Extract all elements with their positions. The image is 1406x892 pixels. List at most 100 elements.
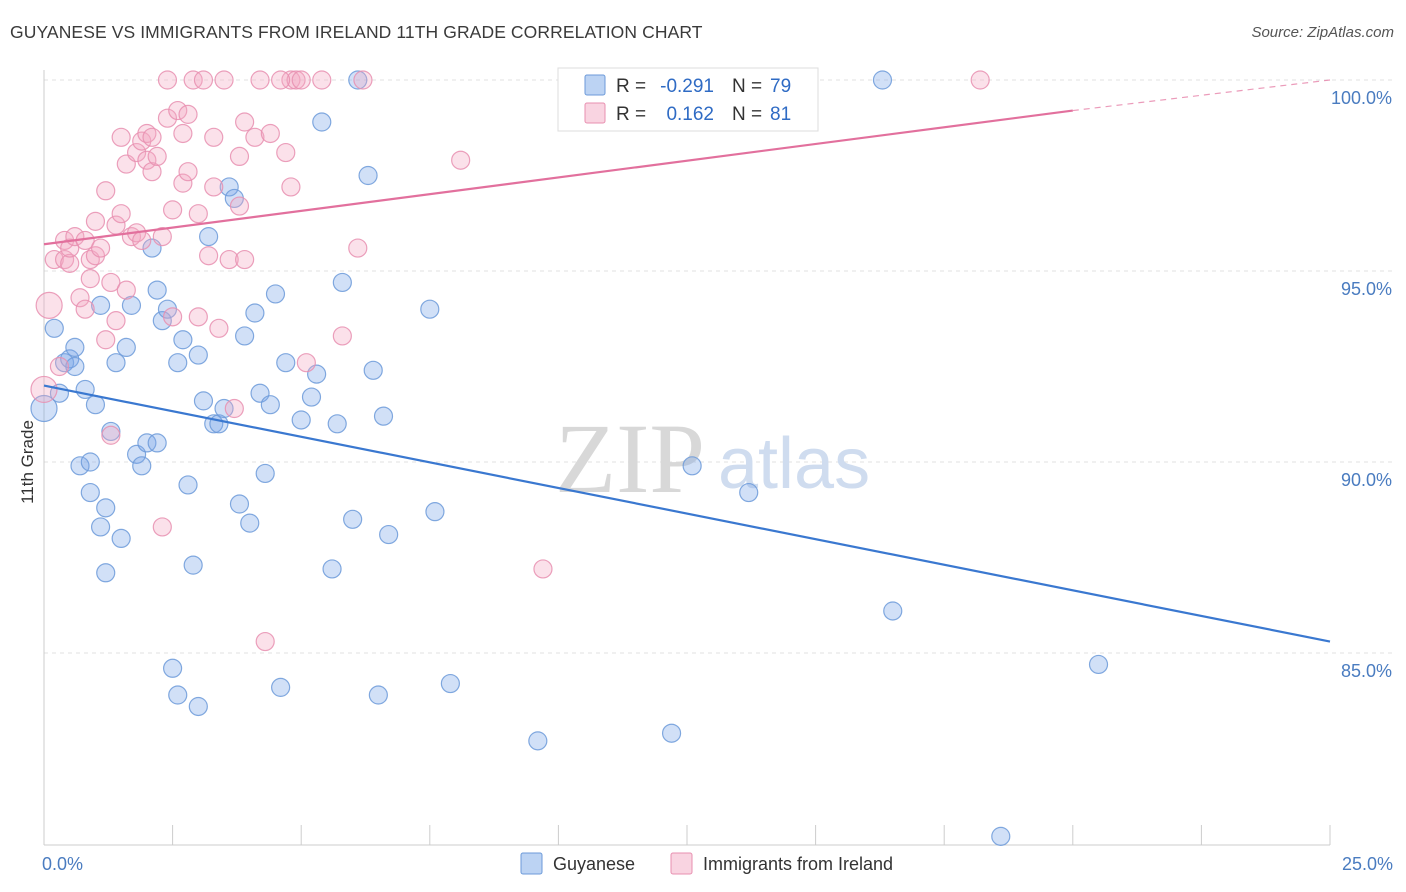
- guyanese-point-75: [872, 70, 893, 90]
- ireland-point-37: [152, 227, 172, 247]
- guyanese-point-53: [276, 353, 296, 373]
- ireland-point-7: [60, 238, 80, 258]
- guyanese-point-62: [348, 70, 368, 90]
- ireland-point-66: [260, 123, 280, 144]
- ireland-point-58: [224, 398, 244, 419]
- ireland-point-45: [173, 173, 193, 193]
- ireland-point-80: [271, 70, 291, 90]
- guyanese-point-60: [332, 272, 352, 293]
- ireland-trend-extension: [1072, 79, 1331, 112]
- guyanese-point-3: [54, 353, 75, 373]
- legend-n-label-ireland: N =: [732, 104, 762, 125]
- guyanese-point-13: [90, 295, 111, 315]
- ireland-point-63: [245, 127, 265, 147]
- trend-lines: [43, 79, 1331, 643]
- guyanese-point-51: [265, 284, 286, 304]
- ireland-point-26: [116, 280, 136, 300]
- ireland-point-17: [96, 330, 116, 350]
- guyanese-point-63: [358, 165, 378, 186]
- guyanese-point-69: [425, 502, 445, 522]
- guyanese-point-11: [85, 395, 106, 415]
- guyanese-point-49: [255, 463, 275, 484]
- ireland-point-65: [255, 631, 275, 652]
- ireland-point-77: [451, 150, 471, 170]
- guyanese-point-32: [173, 330, 193, 350]
- grid-lines: [44, 79, 1395, 654]
- watermark-zip: ZIP: [555, 403, 705, 514]
- ireland-point-23: [111, 127, 131, 147]
- guyanese-point-57: [312, 112, 332, 132]
- guyanese-point-42: [219, 177, 239, 197]
- guyanese-point-50: [260, 395, 280, 415]
- ireland-point-16: [90, 238, 111, 258]
- ireland-point-10: [75, 299, 95, 319]
- guyanese-point-20: [121, 295, 142, 315]
- series-ireland-points: [30, 70, 990, 652]
- ireland-point-36: [147, 146, 167, 166]
- guyanese-point-12: [90, 517, 111, 537]
- ireland-point-60: [229, 146, 250, 166]
- ireland-point-53: [204, 127, 224, 147]
- legend-r-value-ireland: 0.162: [666, 104, 714, 125]
- ireland-point-50: [188, 307, 208, 327]
- legend-swatch-guyanese: [584, 74, 606, 96]
- ireland-point-62: [235, 112, 255, 132]
- ireland-point-38: [152, 517, 172, 537]
- guyanese-point-54: [291, 410, 311, 430]
- guyanese-point-1: [44, 318, 64, 338]
- ireland-point-9: [70, 288, 90, 308]
- y-tick-label-1: 95.0%: [1341, 279, 1392, 299]
- guyanese-point-64: [363, 360, 383, 380]
- guyanese-point-10: [80, 452, 100, 472]
- guyanese-point-14: [96, 498, 116, 518]
- guyanese-point-77: [1088, 654, 1109, 675]
- ireland-point-28: [126, 142, 147, 163]
- ireland-point-79: [970, 70, 990, 90]
- legend-r-value-guyanese: -0.291: [660, 76, 714, 97]
- guyanese-point-44: [229, 494, 250, 514]
- ireland-point-76: [353, 70, 373, 90]
- guyanese-point-27: [152, 311, 172, 331]
- guyanese-point-22: [132, 456, 152, 476]
- x-tick-label-max: 25.0%: [1342, 854, 1393, 874]
- ireland-point-56: [214, 70, 234, 90]
- x-tick-label-min: 0.0%: [42, 854, 83, 874]
- ireland-point-41: [163, 307, 183, 327]
- guyanese-point-37: [193, 391, 214, 411]
- legend-n-value-guyanese: 79: [770, 76, 791, 97]
- guyanese-point-59: [327, 414, 347, 434]
- series-legend-swatch-ireland: [670, 852, 693, 875]
- ireland-point-35: [142, 162, 162, 182]
- guyanese-point-45: [235, 326, 255, 346]
- series-legend-swatch-guyanese: [520, 852, 543, 875]
- ireland-point-47: [178, 162, 198, 182]
- guyanese-point-66: [373, 406, 394, 426]
- ireland-point-20: [101, 425, 121, 445]
- ireland-point-6: [60, 253, 80, 273]
- guyanese-point-38: [199, 227, 219, 247]
- ireland-trend-line: [43, 109, 1073, 246]
- y-axis-label: 11th Grade: [18, 420, 37, 504]
- guyanese-point-73: [682, 456, 702, 476]
- guyanese-point-19: [116, 337, 136, 357]
- guyanese-point-46: [240, 513, 260, 533]
- x-tick-labels: 0.0% 25.0%: [42, 854, 1393, 874]
- series-legend-label-guyanese: Guyanese: [553, 854, 635, 874]
- guyanese-point-33: [178, 475, 198, 495]
- guyanese-point-17: [106, 353, 126, 373]
- ireland-point-34: [142, 127, 162, 147]
- y-tick-label-2: 90.0%: [1341, 470, 1392, 490]
- series-legend-label-ireland: Immigrants from Ireland: [703, 854, 893, 874]
- ireland-point-75: [348, 238, 368, 258]
- guyanese-point-30: [168, 685, 188, 705]
- ireland-point-44: [173, 123, 193, 144]
- guyanese-point-18: [111, 528, 131, 549]
- chart-title: GUYANESE VS IMMIGRANTS FROM IRELAND 11TH…: [10, 22, 703, 42]
- guyanese-point-58: [322, 559, 342, 579]
- guyanese-point-9: [80, 482, 100, 503]
- guyanese-point-65: [368, 685, 388, 705]
- legend-r-label-guyanese: R =: [616, 76, 646, 97]
- series-legend: Guyanese Immigrants from Ireland: [520, 852, 893, 875]
- ireland-point-61: [235, 249, 255, 270]
